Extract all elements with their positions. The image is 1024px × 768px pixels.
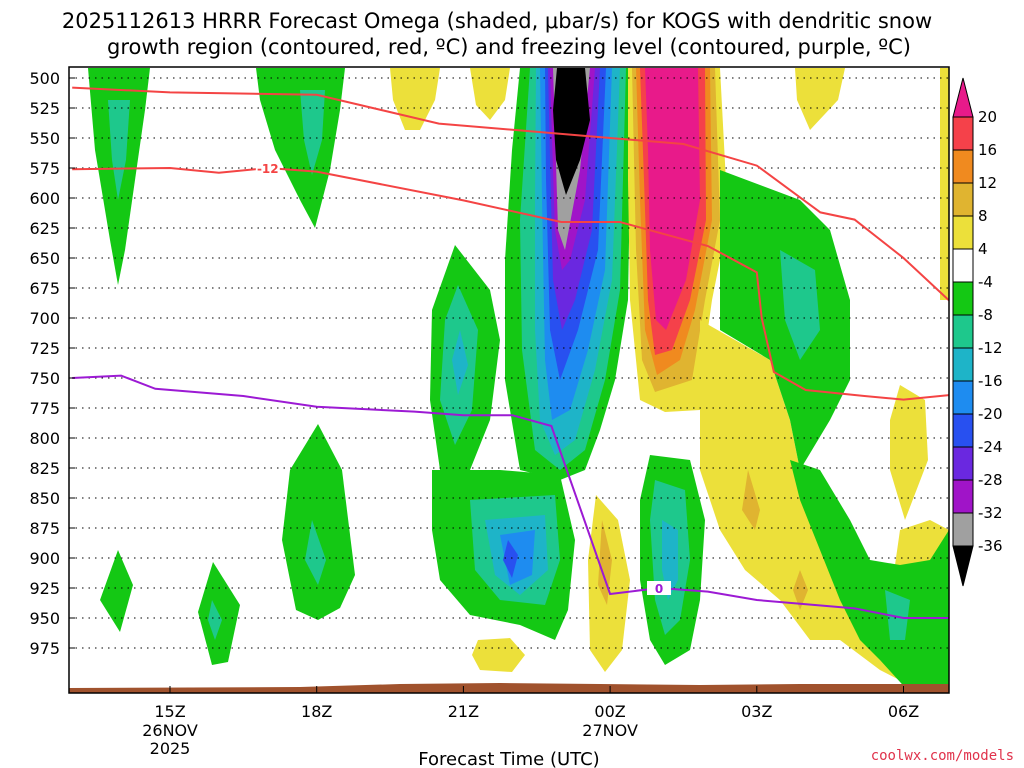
colorbar-label-16: 16 bbox=[978, 141, 997, 159]
strong-upward-core bbox=[505, 68, 632, 480]
y-tick-label-525: 525 bbox=[29, 99, 60, 118]
x-tick-label-18Z: 18Z bbox=[301, 702, 332, 721]
omega-shading bbox=[88, 68, 949, 693]
colorbar-label--8: -8 bbox=[978, 306, 993, 324]
y-tick-label-975: 975 bbox=[29, 639, 60, 658]
y-tick-label-900: 900 bbox=[29, 549, 60, 568]
upward-cell-01z bbox=[640, 455, 705, 665]
colorbar-label-8: 8 bbox=[978, 207, 988, 225]
colorbar-label--28: -28 bbox=[978, 471, 1003, 489]
y-tick-label-600: 600 bbox=[29, 189, 60, 208]
y-tick-label-750: 750 bbox=[29, 369, 60, 388]
x-tick-date-00Z: 27NOV bbox=[582, 721, 638, 740]
colorbar-bottom-arrow bbox=[952, 545, 974, 587]
upward-cell-14z bbox=[88, 68, 150, 285]
colorbar-swatch-6 bbox=[952, 281, 974, 316]
colorbar-swatch-11 bbox=[952, 446, 974, 481]
contour-line-2 bbox=[72, 374, 949, 619]
upward-band-low bbox=[432, 470, 575, 640]
colorbar-swatch-3 bbox=[952, 182, 974, 217]
x-axis-title: Forecast Time (UTC) bbox=[418, 749, 599, 768]
contour-label-bg-1 bbox=[255, 161, 280, 175]
colorbar-swatch-2 bbox=[952, 149, 974, 184]
colorbar-swatch-1 bbox=[952, 116, 974, 151]
x-tick-year-15Z: 2025 bbox=[150, 739, 191, 758]
y-tick-label-625: 625 bbox=[29, 219, 60, 238]
downward-cell-small bbox=[390, 68, 949, 672]
y-tick-label-925: 925 bbox=[29, 579, 60, 598]
y-tick-label-675: 675 bbox=[29, 279, 60, 298]
y-tick-label-550: 550 bbox=[29, 129, 60, 148]
colorbar-swatch-10 bbox=[952, 413, 974, 448]
colorbar-swatch-9 bbox=[952, 380, 974, 415]
contour-labels: -12 0 bbox=[255, 161, 671, 596]
upward-cell-15z-low bbox=[100, 550, 240, 665]
colorbar-label--12: -12 bbox=[978, 339, 1003, 357]
colorbar-swatch-13 bbox=[952, 512, 974, 547]
x-tick-label-21Z: 21Z bbox=[448, 702, 479, 721]
colorbar-label--4: -4 bbox=[978, 273, 993, 291]
colorbar-label-4: 4 bbox=[978, 240, 988, 258]
contour-lines bbox=[72, 86, 949, 619]
y-tick-label-825: 825 bbox=[29, 459, 60, 478]
contour-label-bg-2 bbox=[647, 581, 671, 595]
y-tick-label-575: 575 bbox=[29, 159, 60, 178]
y-tick-label-650: 650 bbox=[29, 249, 60, 268]
x-tick-label-00Z: 00Z bbox=[594, 702, 625, 721]
colorbar-label--24: -24 bbox=[978, 438, 1003, 456]
contour-line-1 bbox=[72, 166, 949, 401]
y-tick-label-500: 500 bbox=[29, 69, 60, 88]
contour-line-0 bbox=[72, 86, 949, 302]
y-tick-label-725: 725 bbox=[29, 339, 60, 358]
colorbar-label--32: -32 bbox=[978, 504, 1003, 522]
colorbar-label--20: -20 bbox=[978, 405, 1003, 423]
colorbar-top-arrow bbox=[952, 77, 974, 118]
contour-label-2: 0 bbox=[655, 582, 663, 596]
x-tick-label-03Z: 03Z bbox=[741, 702, 772, 721]
colorbar-label--36: -36 bbox=[978, 537, 1003, 555]
colorbar-label-20: 20 bbox=[978, 108, 997, 126]
y-axis: 500 525 550 575 600 625 650 675 700 725 750 775 800 8… bbox=[29, 69, 75, 658]
y-tick-label-850: 850 bbox=[29, 489, 60, 508]
colorbar-label-12: 12 bbox=[978, 174, 997, 192]
colorbar-swatch-7 bbox=[952, 314, 974, 349]
chart-title-line2: growth region (contoured, red, ºC) and f… bbox=[107, 35, 911, 59]
colorbar: 20 16 12 8 4 -4 -8 -12 -16 -20 -24 -28 -32 -36 bbox=[952, 77, 1003, 587]
colorbar-swatch-5 bbox=[952, 248, 974, 283]
plot-frame bbox=[68, 66, 950, 694]
y-tick-label-800: 800 bbox=[29, 429, 60, 448]
terrain-strip bbox=[69, 683, 949, 693]
y-tick-label-875: 875 bbox=[29, 519, 60, 538]
colorbar-swatch-4 bbox=[952, 215, 974, 250]
x-tick-label-06Z: 06Z bbox=[888, 702, 919, 721]
x-tick-label-15Z: 15Z bbox=[154, 702, 185, 721]
upward-cell-18z bbox=[282, 424, 355, 620]
colorbar-label--16: -16 bbox=[978, 372, 1003, 390]
y-tick-label-950: 950 bbox=[29, 609, 60, 628]
chart-title-line1: 2025112613 HRRR Forecast Omega (shaded, … bbox=[62, 9, 932, 33]
y-tick-label-775: 775 bbox=[29, 399, 60, 418]
colorbar-swatch-12 bbox=[952, 479, 974, 514]
contour-label-1: -12 bbox=[257, 162, 279, 176]
y-tick-label-700: 700 bbox=[29, 309, 60, 328]
colorbar-swatch-8 bbox=[952, 347, 974, 382]
credit-text: coolwx.com/models bbox=[871, 748, 1014, 764]
upward-cell-05z bbox=[720, 170, 949, 693]
x-tick-date-15Z: 26NOV bbox=[142, 721, 198, 740]
